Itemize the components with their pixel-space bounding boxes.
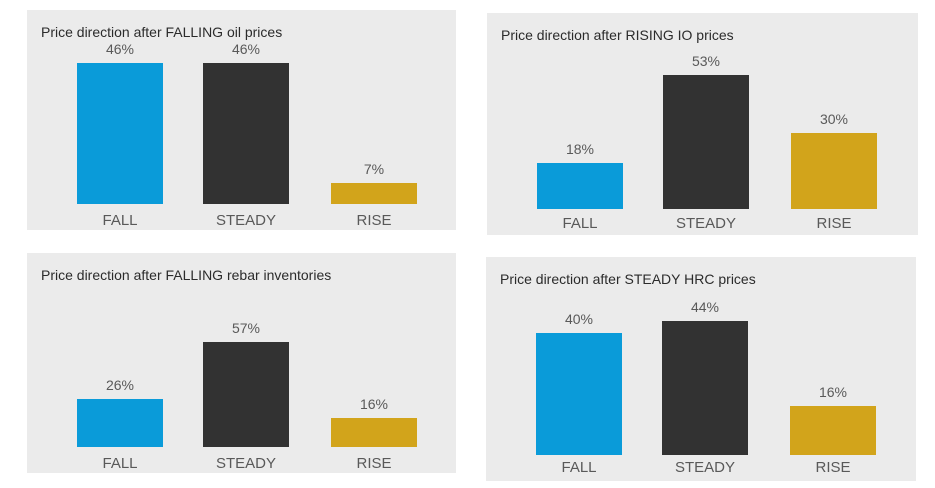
chart-title: Price direction after FALLING rebar inve…	[41, 267, 332, 283]
bar-group-steady: 46%	[181, 41, 311, 204]
bar-value-label: 26%	[105, 377, 135, 393]
chart-panel-falling-oil-prices: Price direction after FALLING oil prices…	[27, 10, 456, 230]
bar-value-label: 16%	[818, 384, 848, 400]
x-axis-label-rise: RISE	[356, 455, 392, 472]
bar-fall	[77, 63, 163, 204]
bar-group-steady: 44%	[640, 299, 770, 455]
bar-group-rise: 16%	[309, 396, 439, 447]
chart-panel-falling-rebar-inventories: Price direction after FALLING rebar inve…	[27, 253, 456, 473]
x-axis-label-fall: FALL	[562, 215, 598, 232]
bar-steady	[203, 342, 289, 447]
bar-group-steady: 53%	[641, 53, 771, 209]
chart-title: Price direction after RISING IO prices	[501, 27, 734, 43]
bar-value-label: 7%	[363, 161, 385, 177]
bar-steady	[663, 75, 749, 209]
bar-value-label: 57%	[231, 320, 261, 336]
bar-group-steady: 57%	[181, 320, 311, 447]
bar-group-fall: 18%	[515, 141, 645, 209]
x-axis-label-steady: STEADY	[215, 212, 276, 229]
bar-value-label: 40%	[564, 311, 594, 327]
bar-steady	[662, 321, 748, 455]
bar-value-label: 18%	[565, 141, 595, 157]
x-axis-label-rise: RISE	[356, 212, 392, 229]
bar-rise	[791, 133, 877, 209]
bar-value-label: 53%	[691, 53, 721, 69]
bar-fall	[537, 163, 623, 209]
bar-value-label: 46%	[231, 41, 261, 57]
chart-panel-rising-io-prices: Price direction after RISING IO prices 1…	[487, 13, 918, 235]
bar-group-rise: 7%	[309, 161, 439, 204]
bar-rise	[331, 183, 417, 204]
bar-fall	[536, 333, 622, 455]
bar-group-fall: 40%	[514, 311, 644, 455]
bar-value-label: 16%	[359, 396, 389, 412]
bar-group-rise: 16%	[768, 384, 898, 455]
bar-value-label: 44%	[690, 299, 720, 315]
chart-title: Price direction after STEADY HRC prices	[500, 271, 756, 287]
x-axis-label-fall: FALL	[561, 459, 597, 476]
x-axis-label-fall: FALL	[102, 212, 138, 229]
x-axis-label-rise: RISE	[815, 459, 851, 476]
bar-rise	[331, 418, 417, 447]
x-axis-label-fall: FALL	[102, 455, 138, 472]
chart-title: Price direction after FALLING oil prices	[41, 24, 283, 40]
bar-value-label: 46%	[105, 41, 135, 57]
bar-fall	[77, 399, 163, 447]
chart-panel-steady-hrc-prices: Price direction after STEADY HRC prices …	[486, 257, 916, 481]
x-axis-label-steady: STEADY	[215, 455, 276, 472]
bar-group-fall: 46%	[55, 41, 185, 204]
x-axis-label-rise: RISE	[816, 215, 852, 232]
x-axis-label-steady: STEADY	[674, 459, 735, 476]
x-axis-label-steady: STEADY	[675, 215, 736, 232]
bar-steady	[203, 63, 289, 204]
bar-rise	[790, 406, 876, 455]
bar-value-label: 30%	[819, 111, 849, 127]
bar-group-rise: 30%	[769, 111, 899, 209]
bar-group-fall: 26%	[55, 377, 185, 447]
